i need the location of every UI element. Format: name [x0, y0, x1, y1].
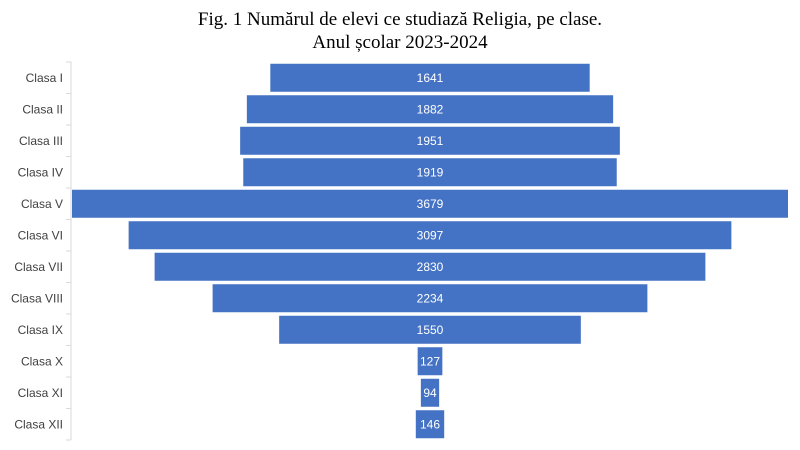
chart-title-line-2: Anul școlar 2023-2024 — [312, 32, 488, 53]
bar — [243, 158, 617, 187]
category-label: Clasa IV — [18, 165, 63, 179]
bar — [154, 252, 706, 281]
data-label: 2830 — [417, 260, 444, 274]
bar — [128, 221, 732, 250]
category-label: Clasa V — [21, 197, 63, 211]
bar — [420, 378, 440, 407]
bar — [415, 410, 445, 439]
category-label: Clasa VII — [14, 260, 63, 274]
category-label: Clasa VIII — [11, 291, 63, 305]
data-label: 2234 — [417, 291, 444, 305]
category-label: Clasa XII — [14, 417, 63, 431]
data-label: 146 — [420, 417, 440, 431]
category-label: Clasa X — [21, 354, 63, 368]
bar — [270, 63, 590, 92]
data-label: 1641 — [417, 71, 444, 85]
category-label: Clasa VI — [18, 228, 63, 242]
category-label: Clasa I — [26, 71, 63, 85]
chart-title: Fig. 1 Numărul de elevi ce studiază Reli… — [0, 8, 800, 54]
data-label: 1919 — [417, 165, 444, 179]
category-label: Clasa III — [19, 134, 63, 148]
data-label: 127 — [420, 354, 440, 368]
bar — [212, 284, 648, 313]
category-label: Clasa IX — [18, 323, 63, 337]
data-label: 1951 — [417, 134, 444, 148]
data-label: 3097 — [417, 228, 444, 242]
category-label: Clasa XI — [18, 386, 63, 400]
data-label: 1882 — [417, 102, 444, 116]
data-label: 3679 — [417, 197, 444, 211]
bar — [246, 95, 614, 124]
category-label: Clasa II — [22, 102, 63, 116]
chart-title-line-1: Fig. 1 Numărul de elevi ce studiază Reli… — [197, 9, 603, 30]
bar — [72, 189, 788, 218]
data-label: 1550 — [417, 323, 444, 337]
bar — [417, 347, 443, 376]
bar — [240, 126, 620, 155]
bar — [279, 315, 581, 344]
data-label: 94 — [423, 386, 437, 400]
